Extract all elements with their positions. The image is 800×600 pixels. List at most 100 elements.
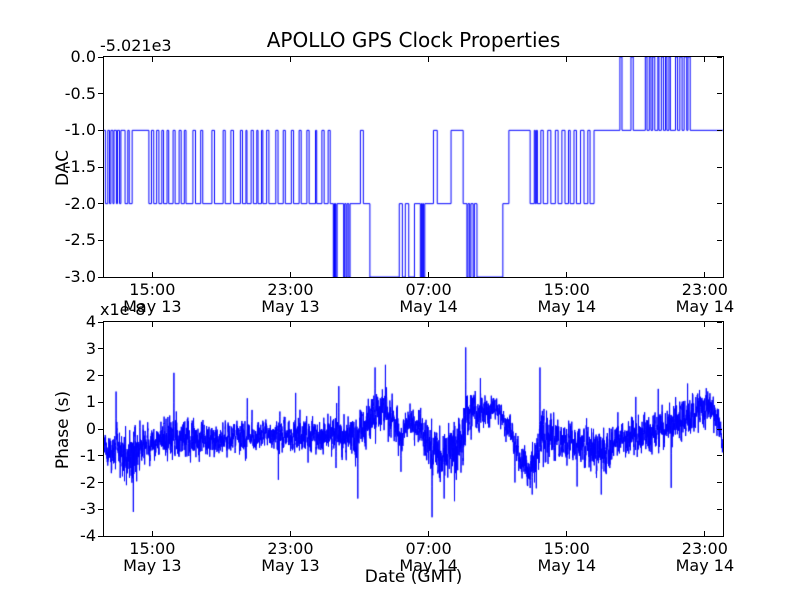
x-tick-mark [428,57,430,62]
x-tick-date: May 14 [537,556,596,575]
dac-axes [103,56,724,278]
x-tick-mark [151,272,153,277]
y-tick-label: -1.0 [64,120,96,140]
x-tick-label: 23:00 May 14 [660,540,750,574]
y-tick-mark [717,56,722,58]
x-tick-date: May 14 [399,556,458,575]
y-tick-mark [98,401,103,403]
y-tick-mark [717,401,722,403]
y-tick-mark [717,166,722,168]
x-tick-mark [151,322,153,327]
y-tick-label: 4 [85,312,96,331]
y-tick-mark [717,203,722,205]
y-tick-label: 0.0 [70,47,96,66]
y-tick-label: -1 [80,445,96,465]
x-tick-label: 07:00 May 14 [384,540,474,574]
x-tick-mark [151,531,153,536]
y-tick-mark [717,276,722,278]
x-tick-label: 23:00 May 13 [245,281,335,315]
y-tick-label: -2 [80,472,96,492]
y-tick-mark [98,321,103,323]
y-tick-mark [717,482,722,483]
y-tick-mark [98,129,103,131]
x-tick-mark [428,272,430,277]
x-tick-date: May 13 [261,297,320,316]
x-tick-time: 15:00 [543,280,590,299]
y-tick-mark [717,508,722,510]
x-tick-mark [289,322,291,327]
x-tick-date: May 14 [537,297,596,316]
y-tick-label: -3 [80,499,96,519]
x-tick-mark [428,322,430,327]
y-tick-mark [98,166,103,168]
x-tick-mark [704,57,706,62]
dac-offset-label: -5.021e3 [100,36,172,55]
y-tick-mark [98,535,103,537]
x-axis-label: Date (GMT) [364,567,463,587]
y-tick-label: -2.0 [64,193,96,213]
x-tick-label: 07:00 May 14 [384,281,474,315]
x-tick-mark [151,57,153,62]
y-tick-label: 3 [85,338,96,358]
y-tick-mark [98,203,103,205]
y-tick-mark [717,93,722,95]
x-tick-label: 15:00 May 14 [522,540,612,574]
x-tick-label: 23:00 May 13 [245,540,335,574]
y-tick-label: 2 [85,365,96,385]
x-tick-date: May 14 [675,556,735,575]
x-tick-mark [289,531,291,536]
y-tick-label: -2.5 [64,230,96,250]
y-tick-mark [98,428,103,430]
x-tick-time: 23:00 [267,539,314,558]
y-tick-mark [717,535,722,537]
y-tick-mark [98,276,103,278]
y-tick-label: -0.5 [64,83,96,103]
y-tick-mark [717,348,722,350]
plot-title: APOLLO GPS Clock Properties [266,28,561,52]
y-tick-label: -4 [80,526,96,545]
y-tick-mark [98,56,103,58]
x-tick-label: 23:00 May 14 [660,281,750,315]
x-tick-label: 15:00 May 14 [522,281,612,315]
y-tick-mark [98,375,103,376]
y-tick-mark [98,348,103,350]
phase-axes [103,321,724,537]
y-tick-mark [717,375,722,376]
y-tick-label: -1.5 [64,157,96,176]
x-tick-time: 15:00 [543,539,590,558]
x-tick-mark [566,272,568,277]
y-tick-mark [98,455,103,457]
y-tick-mark [98,239,103,241]
x-tick-time: 15:00 [129,280,176,299]
x-tick-label: 15:00 May 13 [107,281,197,315]
x-tick-mark [566,322,568,327]
phase-multiplier-label: x1e-8 [100,300,146,319]
y-tick-mark [717,239,722,241]
y-tick-mark [717,129,722,131]
y-tick-mark [717,455,722,457]
x-tick-mark [704,531,706,536]
x-tick-time: 23:00 [681,280,728,299]
x-tick-mark [289,272,291,277]
x-tick-label: 15:00 May 13 [107,540,197,574]
y-tick-mark [717,321,722,323]
y-tick-mark [98,482,103,483]
y-tick-label: -3.0 [64,267,96,286]
x-tick-mark [428,531,430,536]
x-tick-mark [704,272,706,277]
x-tick-date: May 13 [123,297,182,316]
x-tick-time: 15:00 [129,539,176,558]
x-tick-date: May 13 [261,556,320,575]
x-tick-time: 07:00 [405,539,452,558]
x-tick-mark [704,322,706,327]
x-tick-date: May 13 [123,556,182,575]
y-tick-label: 0 [85,419,96,438]
y-tick-mark [98,93,103,95]
x-tick-mark [566,531,568,536]
y-tick-mark [717,428,722,430]
x-tick-date: May 14 [399,297,458,316]
y-tick-label: 1 [85,392,96,412]
x-tick-time: 23:00 [267,280,314,299]
x-tick-time: 23:00 [681,539,728,558]
